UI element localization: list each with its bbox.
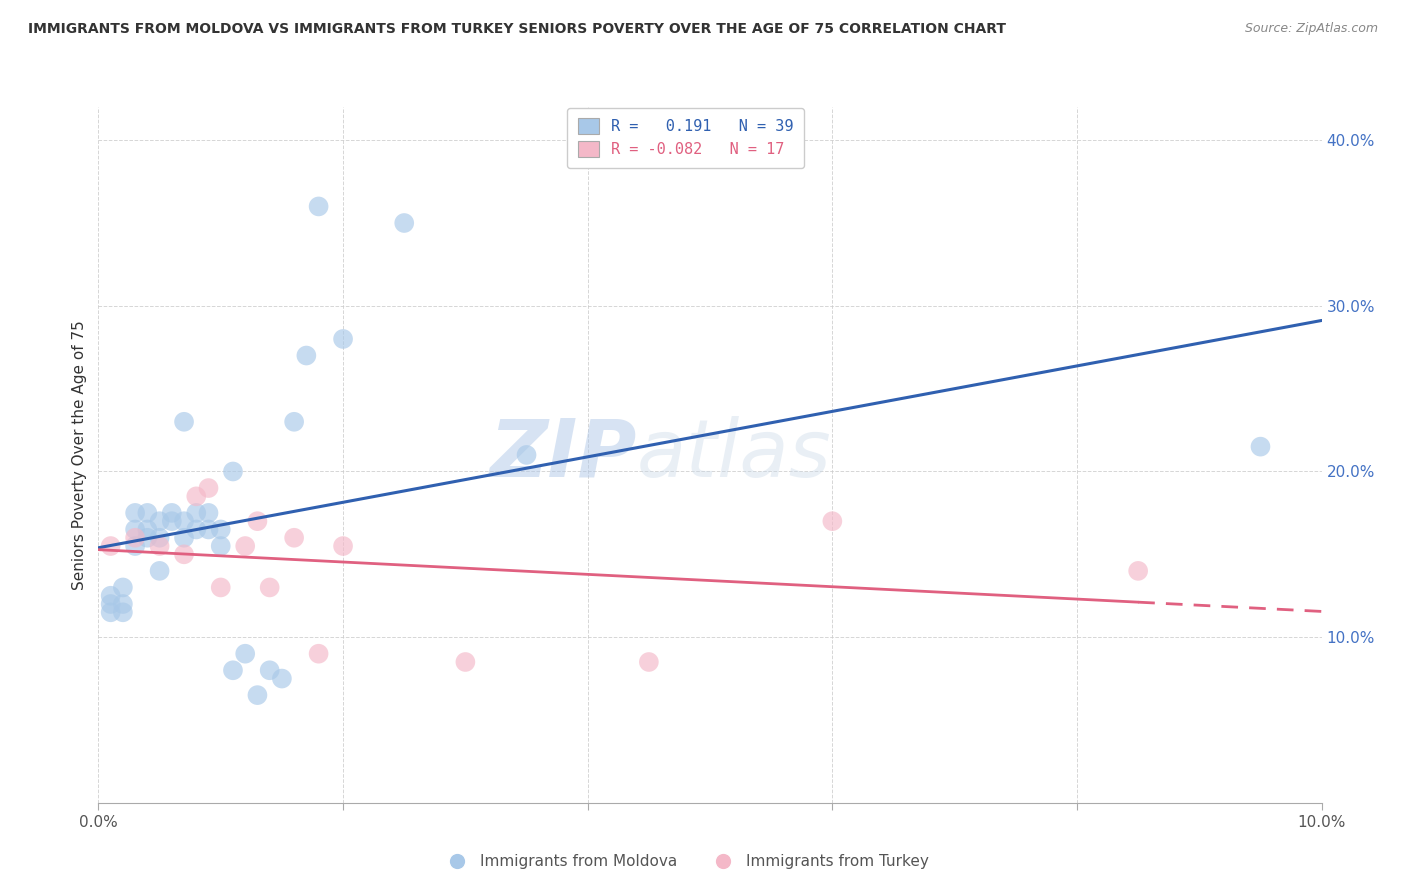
Point bbox=[283, 531, 305, 545]
Point bbox=[100, 605, 122, 619]
Point bbox=[233, 647, 256, 661]
Point bbox=[197, 481, 219, 495]
Point bbox=[173, 547, 195, 561]
Point bbox=[173, 514, 195, 528]
Point bbox=[136, 506, 159, 520]
Point bbox=[259, 581, 281, 595]
Point bbox=[454, 655, 477, 669]
Point bbox=[332, 332, 354, 346]
Point bbox=[136, 531, 159, 545]
Point bbox=[332, 539, 354, 553]
Point bbox=[222, 663, 245, 677]
Point bbox=[259, 663, 281, 677]
Point bbox=[209, 523, 232, 537]
Point bbox=[197, 506, 219, 520]
Legend: Immigrants from Moldova, Immigrants from Turkey: Immigrants from Moldova, Immigrants from… bbox=[436, 848, 935, 875]
Point bbox=[100, 539, 122, 553]
Point bbox=[283, 415, 305, 429]
Point bbox=[149, 539, 172, 553]
Point bbox=[246, 514, 269, 528]
Point bbox=[308, 199, 330, 213]
Y-axis label: Seniors Poverty Over the Age of 75: Seniors Poverty Over the Age of 75 bbox=[72, 320, 87, 590]
Point bbox=[186, 506, 208, 520]
Point bbox=[160, 506, 183, 520]
Point bbox=[246, 688, 269, 702]
Point bbox=[1128, 564, 1150, 578]
Point bbox=[209, 581, 232, 595]
Text: Source: ZipAtlas.com: Source: ZipAtlas.com bbox=[1244, 22, 1378, 36]
Text: atlas: atlas bbox=[637, 416, 831, 494]
Point bbox=[124, 539, 146, 553]
Point bbox=[100, 597, 122, 611]
Point bbox=[173, 531, 195, 545]
Point bbox=[149, 514, 172, 528]
Point bbox=[209, 539, 232, 553]
Text: ZIP: ZIP bbox=[489, 416, 637, 494]
Point bbox=[124, 523, 146, 537]
Point bbox=[111, 597, 134, 611]
Point bbox=[197, 523, 219, 537]
Point bbox=[295, 349, 318, 363]
Point bbox=[233, 539, 256, 553]
Point bbox=[270, 672, 292, 686]
Point bbox=[100, 589, 122, 603]
Point bbox=[308, 647, 330, 661]
Point bbox=[111, 581, 134, 595]
Point bbox=[1249, 440, 1271, 454]
Point bbox=[111, 605, 134, 619]
Point bbox=[222, 465, 245, 479]
Point bbox=[124, 506, 146, 520]
Point bbox=[149, 531, 172, 545]
Point bbox=[186, 489, 208, 503]
Point bbox=[821, 514, 844, 528]
Point bbox=[392, 216, 416, 230]
Point bbox=[136, 523, 159, 537]
Text: IMMIGRANTS FROM MOLDOVA VS IMMIGRANTS FROM TURKEY SENIORS POVERTY OVER THE AGE O: IMMIGRANTS FROM MOLDOVA VS IMMIGRANTS FR… bbox=[28, 22, 1007, 37]
Point bbox=[186, 523, 208, 537]
Point bbox=[516, 448, 538, 462]
Point bbox=[173, 415, 195, 429]
Point bbox=[149, 564, 172, 578]
Point bbox=[637, 655, 661, 669]
Point bbox=[160, 514, 183, 528]
Point bbox=[124, 531, 146, 545]
